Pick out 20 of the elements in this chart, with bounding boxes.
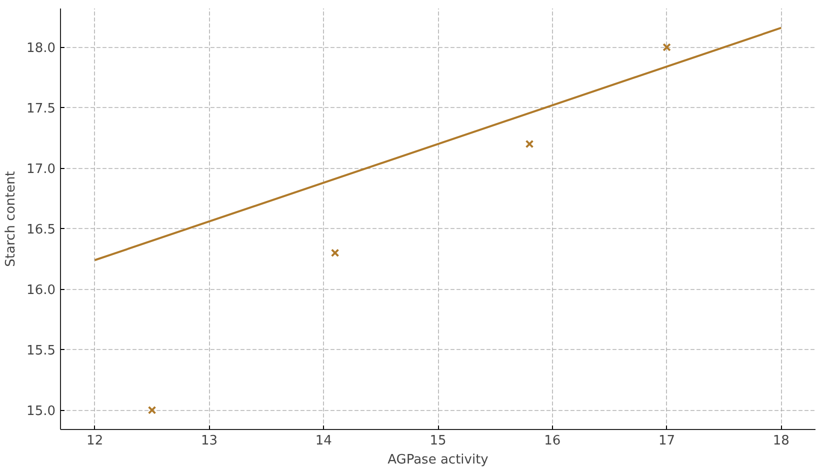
x-tick-label: 18	[772, 434, 790, 448]
point	[525, 140, 534, 148]
y-tick-label: 17.5	[26, 102, 56, 117]
y-axis-title: Starch content	[4, 171, 19, 267]
y-tick-label: 15.5	[26, 344, 56, 359]
x-tick-label: 17	[658, 434, 676, 448]
y-tick-label: 18.0	[26, 41, 56, 56]
x-tick-label: 13	[200, 434, 218, 448]
x-tick-label: 16	[544, 434, 561, 448]
y-tick-label: 16.0	[26, 283, 56, 298]
point	[662, 43, 671, 52]
point	[330, 248, 340, 258]
y-tick-label: 16.5	[26, 222, 56, 238]
y-tick-label: 17.0	[26, 162, 56, 178]
y-tick-label: 15.0	[26, 404, 56, 420]
x-tick-label: 14	[315, 434, 332, 448]
x-tick-label: 15	[430, 434, 446, 448]
x-tick-label: 12	[86, 434, 104, 448]
point	[148, 406, 156, 414]
x-axis-title: AGPase activity	[388, 452, 489, 468]
